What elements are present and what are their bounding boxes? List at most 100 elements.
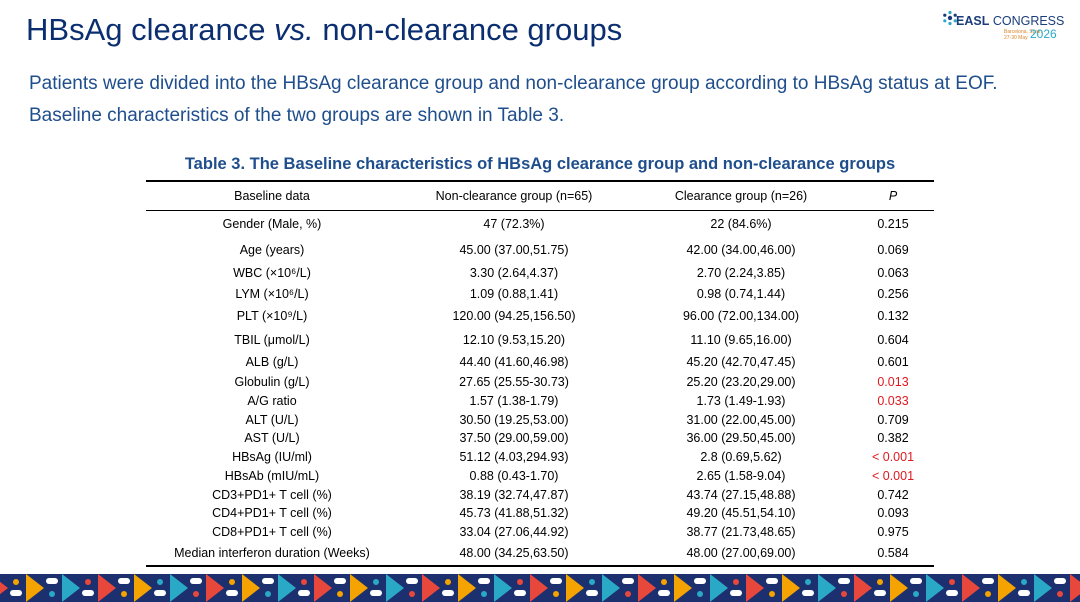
intro-paragraph: Patients were divided into the HBsAg cle…	[29, 73, 998, 126]
p-value: 0.033	[877, 394, 909, 408]
header-p-value: P	[852, 180, 934, 211]
row-label: CD3+PD1+ T cell (%)	[212, 487, 332, 502]
row-label: WBC (×10⁶/L)	[233, 266, 311, 280]
row-label: PLT (×10⁹/L)	[236, 309, 308, 323]
non-clearance-value: 30.50 (19.25,53.00)	[459, 412, 569, 427]
row-label: ALB (g/L)	[245, 355, 299, 369]
logo-year: 2026	[1030, 27, 1057, 41]
baseline-table: Baseline data Non-clearance group (n=65)…	[146, 180, 934, 567]
row-label: CD4+PD1+ T cell (%)	[212, 506, 332, 520]
non-clearance-value: 3.30 (2.64,4.37)	[469, 266, 559, 280]
logo-location-dates: Barcelona, Spain 27-30 May	[1004, 29, 1042, 41]
row-label: A/G ratio	[247, 394, 297, 408]
row-label: LYM (×10⁶/L)	[235, 286, 309, 301]
p-value: 0.013	[877, 375, 909, 389]
header-clearance: Clearance group (n=26)	[630, 180, 852, 211]
clearance-value: 43.74 (27.15,48.88)	[686, 487, 796, 502]
row-label: HBsAb (mIU/mL)	[224, 469, 320, 483]
p-value: < 0.001	[871, 450, 915, 464]
table-row: CD4+PD1+ T cell (%) 45.73 (41.88,51.32) 49…	[146, 504, 934, 523]
title-italic: vs.	[274, 12, 314, 47]
table-row: LYM (×10⁶/L) 1.09 (0.88,1.41) 0.98 (0.74,1…	[146, 284, 934, 304]
p-value: 0.069	[877, 242, 909, 257]
logo-wordmark: EASL CONGRESS	[956, 14, 1064, 28]
decorative-stripe-banner	[0, 574, 1080, 602]
non-clearance-value: 1.57 (1.38-1.79)	[469, 394, 559, 408]
non-clearance-value: 12.10 (9.53,15.20)	[462, 333, 566, 347]
clearance-value: 36.00 (29.50,45.00)	[686, 431, 796, 445]
table-row: Median interferon duration (Weeks) 48.00 …	[146, 541, 934, 567]
p-value: 0.709	[877, 412, 909, 427]
table-row: A/G ratio 1.57 (1.38-1.79) 1.73 (1.49-1.93…	[146, 392, 934, 411]
clearance-value: 2.70 (2.24,3.85)	[696, 266, 786, 280]
non-clearance-value: 120.00 (94.25,156.50)	[452, 309, 576, 323]
non-clearance-value: 33.04 (27.06,44.92)	[459, 525, 569, 539]
row-label: TBIL (μmol/L)	[234, 333, 310, 347]
clearance-value: 2.65 (1.58-9.04)	[696, 469, 786, 483]
table-header-row: Baseline data Non-clearance group (n=65)…	[146, 180, 934, 211]
table-caption: Table 3. The Baseline characteristics of…	[184, 155, 896, 173]
row-label: HBsAg (IU/ml)	[232, 450, 312, 464]
row-label: AST (U/L)	[244, 431, 300, 445]
p-value: 0.382	[877, 431, 909, 445]
non-clearance-value: 27.65 (25.55-30.73)	[459, 375, 569, 389]
clearance-value: 96.00 (72.00,134.00)	[682, 309, 800, 323]
table-body: Gender (Male, %) 47 (72.3%) 22 (84.6%) 0.21…	[146, 211, 934, 567]
title-part1: HBsAg clearance	[26, 12, 275, 47]
non-clearance-value: 37.50 (29.00,59.00)	[459, 431, 569, 445]
p-value: 0.975	[877, 525, 909, 539]
header-non-clearance: Non-clearance group (n=65)	[398, 180, 630, 211]
row-label: Gender (Male, %)	[222, 216, 322, 231]
table-row: WBC (×10⁶/L) 3.30 (2.64,4.37) 2.70 (2.24,3…	[146, 263, 934, 284]
clearance-value: 48.00 (27.00,69.00)	[630, 541, 852, 567]
non-clearance-value: 47 (72.3%)	[483, 216, 545, 231]
p-value: 0.093	[877, 506, 909, 520]
table-row: CD8+PD1+ T cell (%) 33.04 (27.06,44.92) 38…	[146, 523, 934, 542]
non-clearance-value: 44.40 (41.60,46.98)	[459, 355, 569, 369]
easl-snowflake-icon	[943, 10, 957, 26]
p-value: 0.215	[877, 216, 909, 231]
logo-dates: 27-30 May	[1004, 35, 1028, 41]
logo-location: Barcelona, Spain	[1004, 29, 1043, 35]
table-row: Age (years) 45.00 (37.00,51.75) 42.00 (34.…	[146, 237, 934, 263]
clearance-value: 25.20 (23.20,29.00)	[686, 375, 796, 389]
p-value: 0.063	[877, 266, 909, 280]
clearance-value: 0.98 (0.74,1.44)	[696, 286, 786, 301]
title-part2: non-clearance groups	[313, 12, 623, 47]
row-label: Age (years)	[239, 242, 305, 257]
p-value: 0.132	[877, 309, 909, 323]
header-baseline-data: Baseline data	[146, 180, 398, 211]
p-value: 0.256	[877, 286, 909, 301]
row-label: Globulin (g/L)	[234, 375, 310, 389]
p-value: 0.604	[877, 333, 909, 347]
non-clearance-value: 38.19 (32.74,47.87)	[459, 487, 569, 502]
clearance-value: 1.73 (1.49-1.93)	[696, 394, 786, 408]
clearance-value: 22 (84.6%)	[710, 216, 772, 231]
logo-name: CONGRESS	[989, 14, 1065, 28]
clearance-value: 2.8 (0.69,5.62)	[700, 450, 782, 464]
non-clearance-value: 45.00 (37.00,51.75)	[459, 242, 569, 257]
row-label: ALT (U/L)	[245, 412, 299, 427]
table-row: HBsAb (mIU/mL) 0.88 (0.43-1.70) 2.65 (1.58…	[146, 467, 934, 486]
table-row: HBsAg (IU/ml) 51.12 (4.03,294.93) 2.8 (0.6…	[146, 448, 934, 467]
clearance-value: 38.77 (21.73,48.65)	[686, 525, 796, 539]
clearance-value: 31.00 (22.00,45.00)	[686, 412, 796, 427]
logo-brand: EASL	[956, 14, 990, 28]
clearance-value: 49.20 (45.51,54.10)	[686, 506, 796, 520]
easl-congress-logo: EASL CONGRESS Barcelona, Spain 27-30 May …	[942, 8, 1072, 44]
non-clearance-value: 45.73 (41.88,51.32)	[459, 506, 569, 520]
row-label: CD8+PD1+ T cell (%)	[212, 525, 332, 539]
table-row: PLT (×10⁹/L) 120.00 (94.25,156.50) 96.00 (…	[146, 304, 934, 329]
non-clearance-value: 48.00 (34.25,63.50)	[398, 541, 630, 567]
clearance-value: 42.00 (34.00,46.00)	[686, 242, 796, 257]
table-row: AST (U/L) 37.50 (29.00,59.00) 36.00 (29.50…	[146, 429, 934, 448]
p-value: 0.601	[877, 355, 909, 369]
table-row: CD3+PD1+ T cell (%) 38.19 (32.74,47.87) 43…	[146, 486, 934, 504]
non-clearance-value: 0.88 (0.43-1.70)	[469, 469, 559, 483]
row-label: Median interferon duration (Weeks)	[146, 541, 398, 567]
p-value: 0.742	[877, 487, 909, 502]
table-row: Globulin (g/L) 27.65 (25.55-30.73) 25.20 (…	[146, 373, 934, 392]
non-clearance-value: 1.09 (0.88,1.41)	[469, 286, 559, 301]
table-row: Gender (Male, %) 47 (72.3%) 22 (84.6%) 0.21…	[146, 211, 934, 237]
p-value: 0.584	[852, 541, 934, 567]
